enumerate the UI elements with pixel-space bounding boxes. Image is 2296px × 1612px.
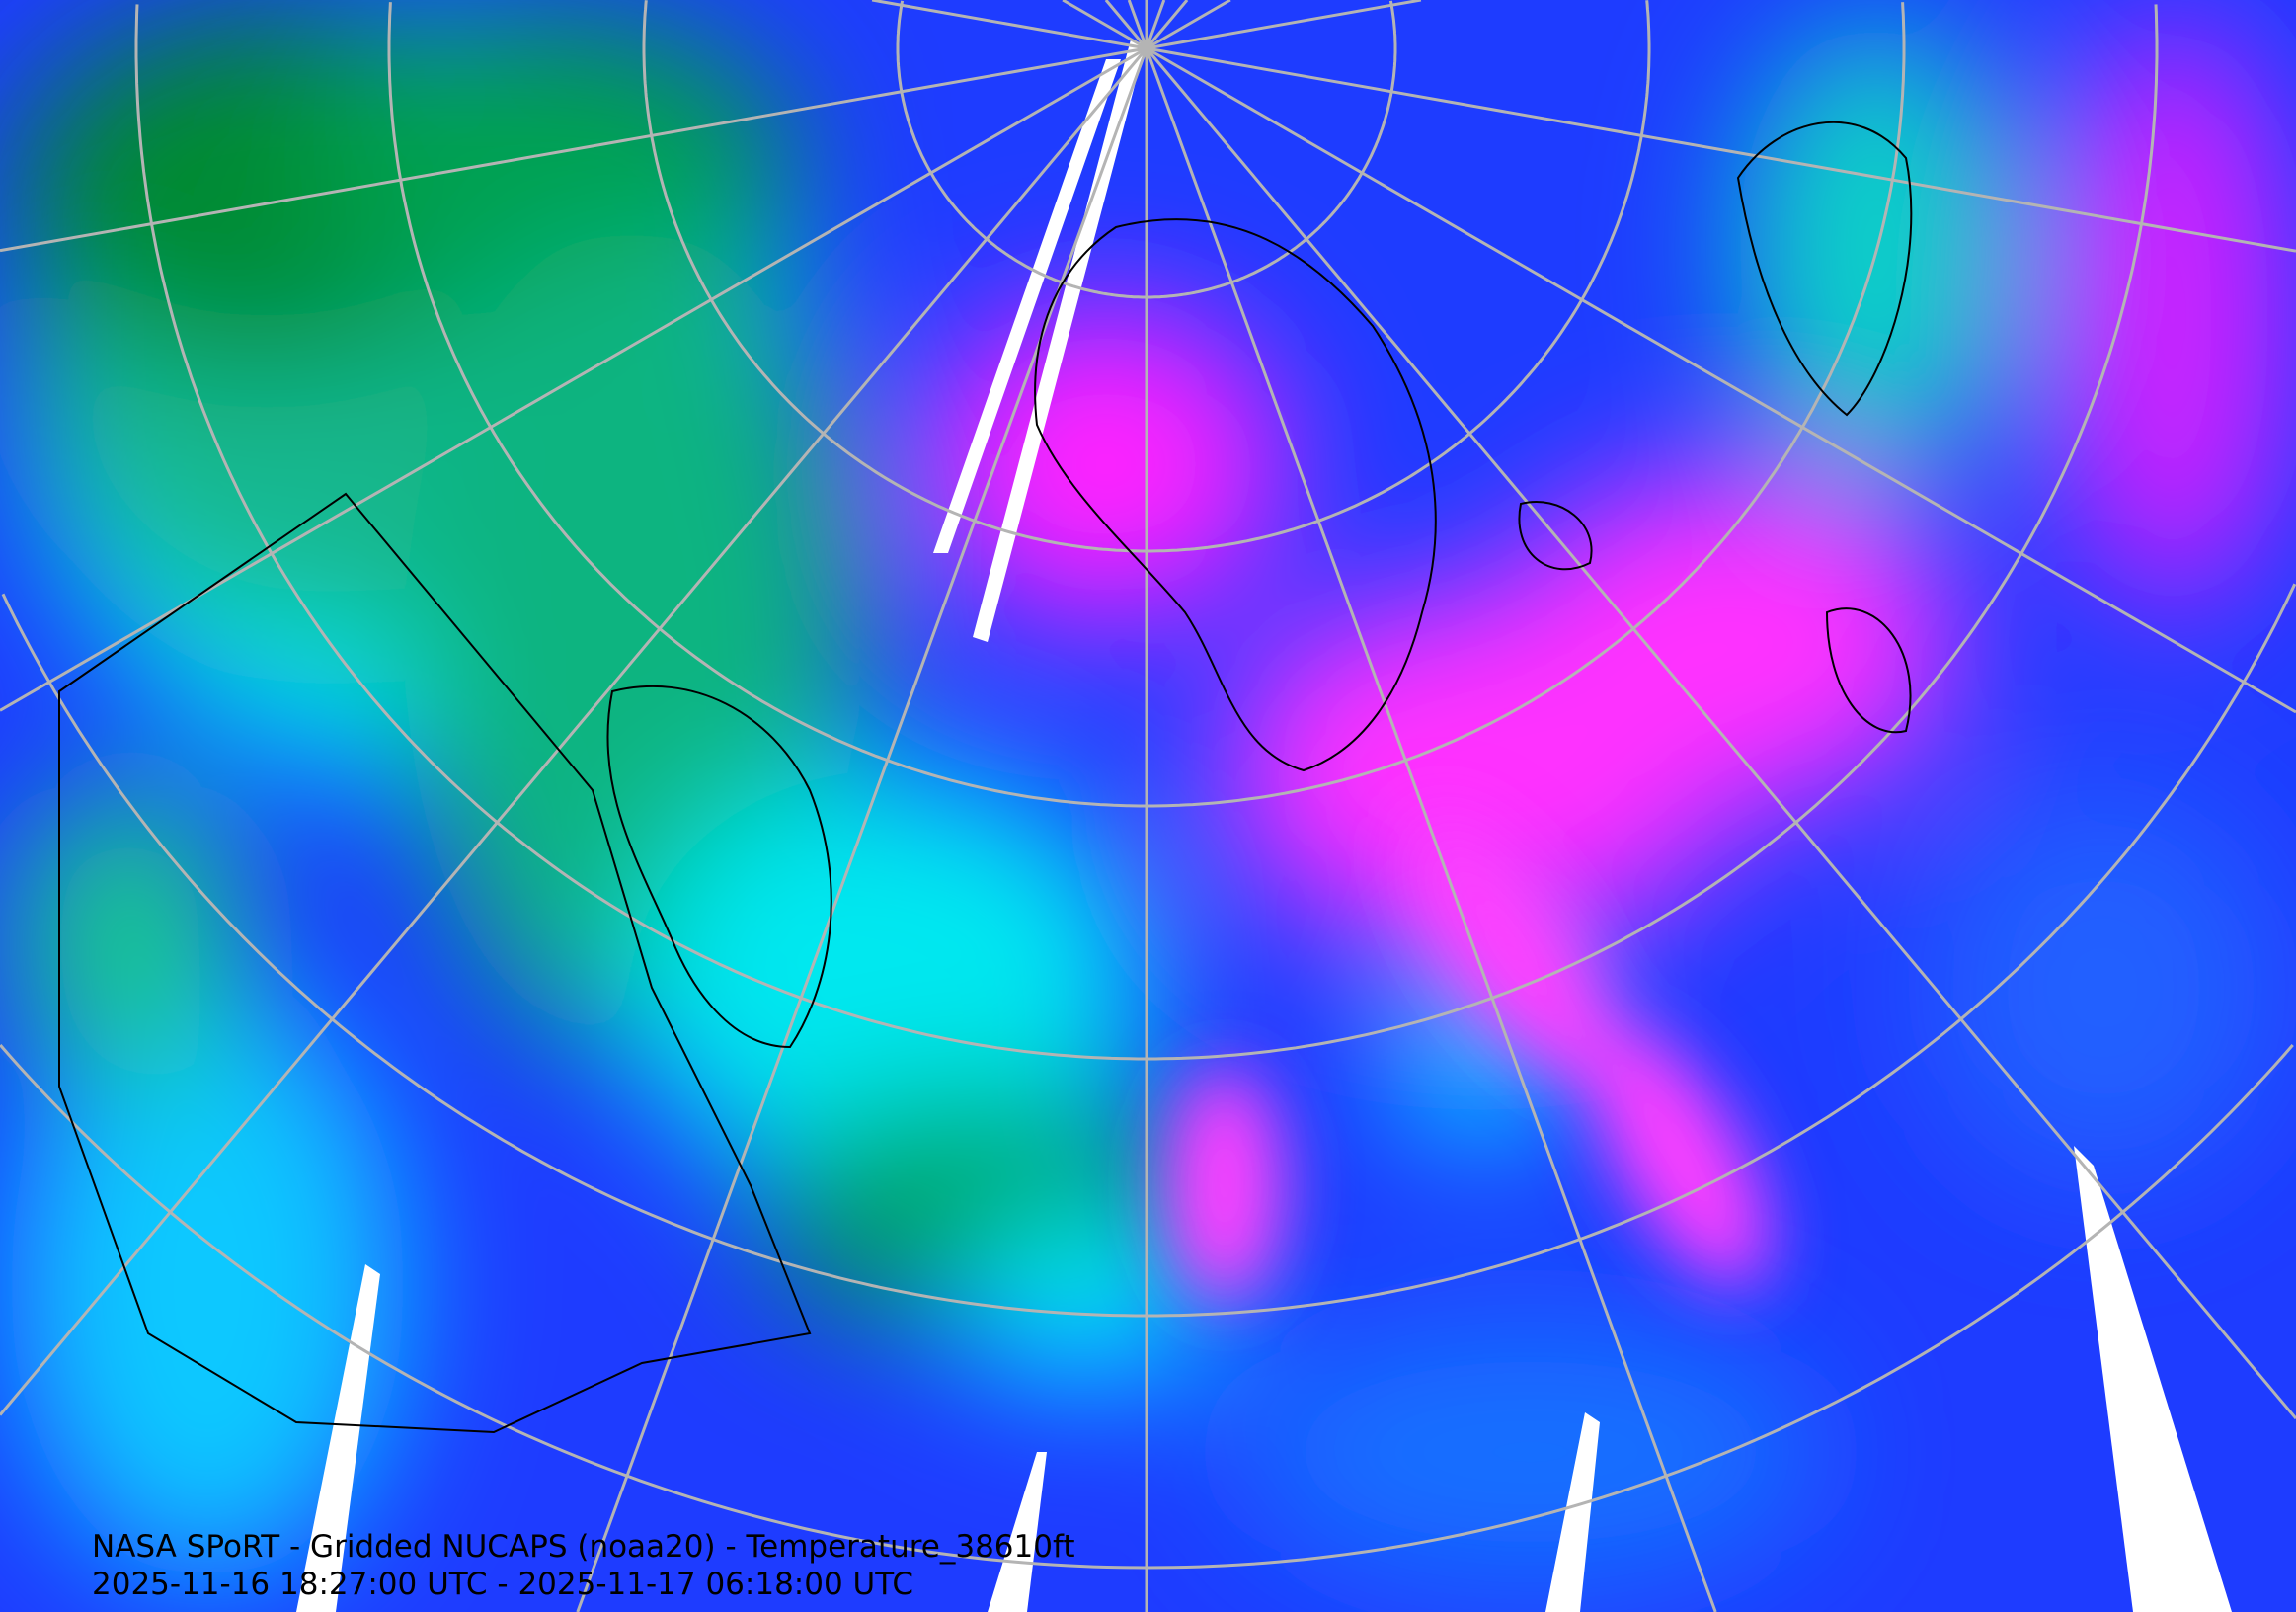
latitude-circle [134, 4, 2159, 1061]
meridian-line [0, 46, 1148, 253]
meridian-line [1146, 46, 2296, 253]
meridian-line [871, 0, 1148, 50]
meridian-line [1062, 0, 1148, 50]
latitude-circle [2154, 4, 2159, 48]
meridian-line [1145, 0, 1166, 49]
latitude-circle [1901, 2, 1906, 48]
meridian-line [0, 47, 1148, 1416]
latitude-circle [642, 0, 1651, 553]
meridian-line [1146, 0, 1422, 50]
meridian-line [1146, 0, 1231, 50]
meridian-line [1146, 46, 2296, 714]
latitude-circle [896, 0, 1397, 299]
meridian-line [576, 47, 1148, 1612]
latitude-circle [387, 2, 1906, 808]
map-time-range: 2025-11-16 18:27:00 UTC - 2025-11-17 06:… [92, 1567, 913, 1602]
latitude-circle [1645, 0, 1651, 48]
latitude-circle [1, 583, 2296, 1318]
no-data-swaths [296, 40, 2232, 1612]
latitude-circle [1388, 0, 1397, 48]
meridian-line [1145, 47, 2296, 1420]
meridian-line [1145, 0, 1189, 49]
map-title: NASA SPoRT - Gridded NUCAPS (noaa20) - T… [92, 1529, 1075, 1565]
meridian-line [1127, 0, 1148, 49]
meridian-line [1145, 47, 1717, 1612]
meridian-line [1104, 0, 1148, 49]
coastlines [58, 121, 1913, 1434]
